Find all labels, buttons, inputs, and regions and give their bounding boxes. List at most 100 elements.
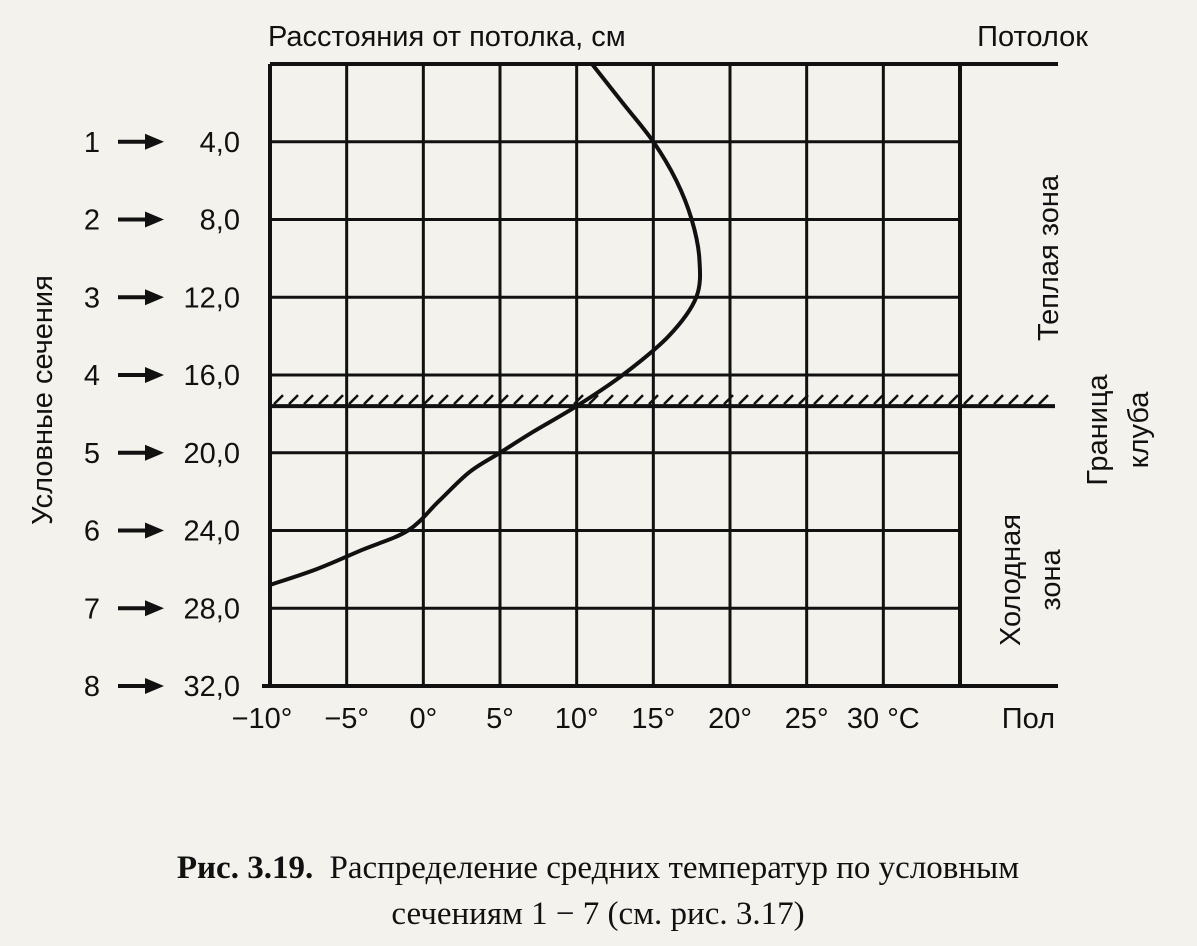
boundary-hatch-mark <box>408 394 419 405</box>
boundary-hatch-mark <box>783 394 794 405</box>
boundary-hatch-mark <box>663 394 674 405</box>
boundary-hatch-mark <box>873 394 884 405</box>
boundary-hatch-mark <box>573 394 584 405</box>
y-tick-label: 16,0 <box>184 360 240 392</box>
boundary-hatch-mark <box>798 394 809 405</box>
boundary-label-line1: Граница <box>1082 373 1114 485</box>
figure-caption-line2: сечениям 1 − 7 (см. рис. 3.17) <box>391 896 804 932</box>
y-tick-label: 12,0 <box>184 282 240 314</box>
boundary-hatch-mark <box>978 394 989 405</box>
y-tick-section-number: 4 <box>84 360 100 392</box>
y-tick-label: 8,0 <box>200 205 240 237</box>
boundary-hatch-mark <box>333 394 344 405</box>
x-tick-label: 5° <box>486 703 514 735</box>
grid <box>268 62 962 688</box>
y-tick-label: 32,0 <box>184 671 240 703</box>
warm-zone-label: Теплая зона <box>1033 174 1065 341</box>
cold-zone-label-line2: зона <box>1035 549 1067 611</box>
boundary-hatch-mark <box>693 394 704 405</box>
x-tick-labels: −10° −5° 0° 5° 10° 15° 20° 25° 30 °C <box>232 703 920 735</box>
boundary-hatch-mark <box>468 394 479 405</box>
boundary-hatch-mark <box>348 394 359 405</box>
y-tick-section-number: 2 <box>84 205 100 237</box>
boundary-hatch-mark <box>618 394 629 405</box>
y-tick-arrow-head <box>145 367 164 383</box>
boundary-hatch-mark <box>423 394 434 405</box>
boundary-hatch-mark <box>648 394 659 405</box>
x-tick-label: −10° <box>232 703 293 735</box>
y-tick-label: 24,0 <box>184 516 240 548</box>
chart-frame <box>262 62 1058 688</box>
boundary-hatch-mark <box>843 394 854 405</box>
temperature-curve <box>269 62 703 587</box>
series-curve <box>269 62 703 587</box>
boundary-hatch-mark <box>858 394 869 405</box>
x-tick-label: −5° <box>324 703 369 735</box>
boundary-hatch-mark <box>948 394 959 405</box>
cold-zone-label-line1: Холодная <box>995 514 1027 646</box>
boundary-hatch-mark <box>678 394 689 405</box>
boundary-hatch-mark <box>558 394 569 405</box>
y-tick-arrow-head <box>145 211 164 228</box>
figure-caption-line1: Рис. 3.19. Распределение средних темпера… <box>177 850 1019 886</box>
y-tick-section-number: 3 <box>84 282 100 314</box>
x-tick-label: 30 °C <box>847 703 920 735</box>
y-tick-section-number: 8 <box>84 671 100 703</box>
y-tick-arrow-head <box>145 444 164 461</box>
y-tick-arrow-head <box>145 600 164 617</box>
boundary-hatch-mark <box>738 394 749 405</box>
boundary-hatch-mark <box>483 394 494 405</box>
boundary-hatch-mark <box>498 394 509 405</box>
y-tick-arrow-head <box>145 289 164 306</box>
boundary-line <box>270 394 1055 409</box>
boundary-hatch-mark <box>273 394 284 405</box>
boundary-hatch-mark <box>1008 394 1019 405</box>
boundary-hatch-mark <box>633 394 644 405</box>
boundary-hatch-mark <box>303 394 314 405</box>
boundary-hatch-mark <box>993 394 1004 405</box>
boundary-hatch-mark <box>543 394 554 405</box>
x-tick-label: 10° <box>555 703 599 735</box>
boundary-hatch-mark <box>723 394 734 405</box>
y-tick-labels: 1 4,02 8,03 12,04 16,05 20,06 24,07 28,08 32,0 <box>84 127 240 703</box>
boundary-hatch-mark <box>528 394 539 405</box>
boundary-hatch-mark <box>813 394 824 405</box>
boundary-hatch-mark <box>513 394 524 405</box>
y-side-label: Условные сечения <box>27 275 59 525</box>
y-axis-title: Расстояния от потолка, см <box>268 21 626 53</box>
x-tick-label: 25° <box>785 703 829 735</box>
boundary-hatch-mark <box>438 394 449 405</box>
y-tick-section-number: 5 <box>84 438 100 470</box>
y-tick-label: 20,0 <box>184 438 240 470</box>
boundary-hatch-mark <box>588 394 599 405</box>
boundary-hatch-mark <box>363 394 374 405</box>
boundary-hatch-mark <box>1038 394 1049 405</box>
boundary-hatch-mark <box>933 394 944 405</box>
boundary-hatch-mark <box>828 394 839 405</box>
boundary-hatch-mark <box>918 394 929 405</box>
floor-label: Пол <box>1002 703 1055 735</box>
boundary-hatch-mark <box>393 394 404 405</box>
boundary-hatch-mark <box>453 394 464 405</box>
boundary-hatch-mark <box>318 394 329 405</box>
boundary-hatch-mark <box>1023 394 1034 405</box>
y-tick-label: 28,0 <box>184 593 240 625</box>
y-tick-section-number: 1 <box>84 127 100 159</box>
y-tick-arrow-head <box>145 133 164 150</box>
y-tick-section-number: 7 <box>84 593 100 625</box>
boundary-hatch-mark <box>753 394 764 405</box>
y-tick-arrow-head <box>145 522 164 539</box>
boundary-hatch-mark <box>288 394 299 405</box>
ceiling-label: Потолок <box>977 21 1088 53</box>
y-tick-arrow-head <box>145 678 164 694</box>
boundary-hatch-mark <box>768 394 779 405</box>
boundary-hatch-mark <box>888 394 899 405</box>
boundary-hatch-mark <box>708 394 719 405</box>
y-tick-section-number: 6 <box>84 516 100 548</box>
boundary-hatch-mark <box>603 394 614 405</box>
boundary-hatch-mark <box>903 394 914 405</box>
boundary-hatch-mark <box>378 394 389 405</box>
x-tick-label: 20° <box>708 703 752 735</box>
x-tick-label: 0° <box>409 703 437 735</box>
